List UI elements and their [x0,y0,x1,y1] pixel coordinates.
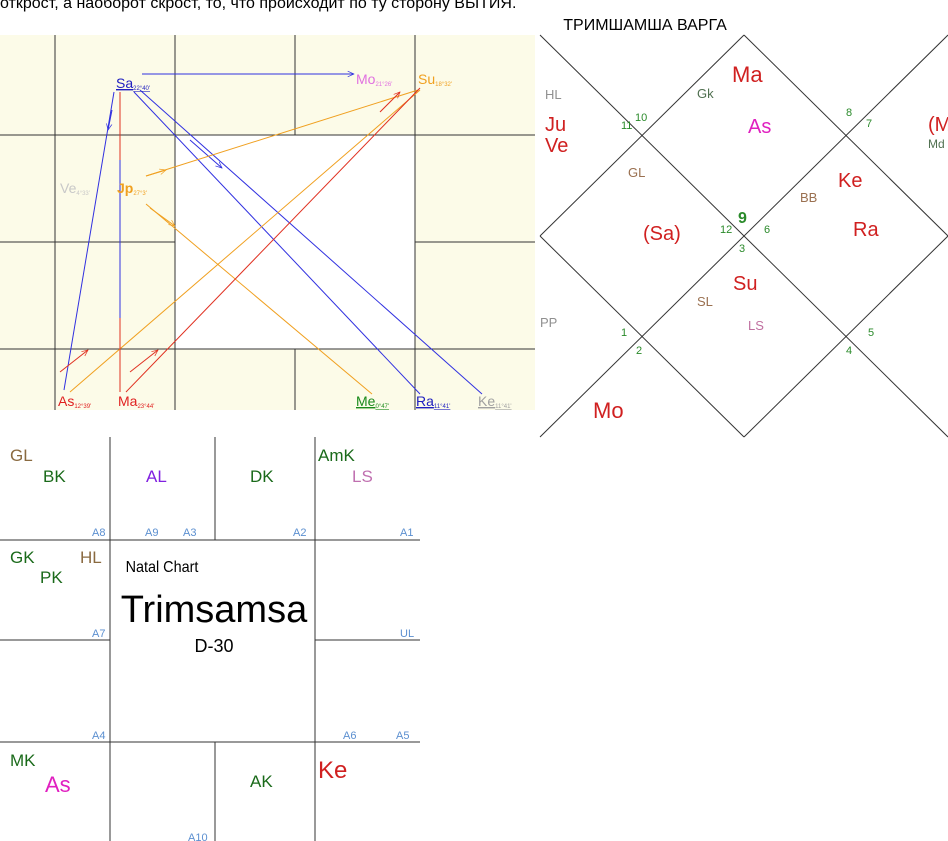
varga-label: Ra [853,219,879,241]
cell-label: A6 [343,730,356,742]
varga-label: Ve [545,135,568,157]
caption: Natal Chart [126,558,200,576]
planet: Sa22°40' [116,75,150,92]
cell-label: AK [250,772,273,791]
text: 11°41' [434,404,450,410]
text: Mo [356,71,376,87]
cell-label: As [45,772,71,797]
house-number: 11 [621,120,632,132]
natal-title: Trimsamsa [121,589,308,631]
text: Ke [478,393,495,409]
cell-label: GK [10,548,35,567]
varga-label: BB [800,190,817,205]
natal-chart: Natal Chart Trimsamsa D-30 GL BK AL DK A… [0,437,420,841]
text: Ra [416,393,434,409]
planet: Su18°32' [418,71,452,88]
cell-label: A5 [396,730,409,742]
text: Ve [60,180,77,196]
cell-label: UL [400,628,414,640]
cell-label: A3 [183,527,196,539]
varga-label: PP [540,315,557,330]
natal-subtitle: D-30 [194,636,233,656]
cell-label: A10 [188,832,208,841]
planet-chart: Sa22°40' Mo21°26' Su18°32' Ve4°33' Jp27°… [0,35,535,410]
cell-label: MK [10,751,36,770]
cell-label: LS [352,467,373,486]
text: Jp [117,180,133,196]
planet: Ve4°33' [60,180,90,197]
varga-label: (Sa) [643,223,681,245]
cell-label: A7 [92,628,105,640]
text: 4°33' [76,191,90,197]
cell-label: BK [43,467,66,486]
cell-label: AL [146,467,167,486]
planet: As12°39' [58,393,91,410]
house-number: 6 [764,224,770,236]
varga-label: LS [748,318,764,333]
house-number: 3 [739,243,745,255]
text: 23°44' [137,404,154,410]
text: Ma [118,393,138,409]
text: Sa [116,75,133,91]
house-number: 9 [738,210,747,227]
cell-label: HL [80,548,102,567]
varga-label: Ma [732,62,763,87]
text: As [58,393,74,409]
text: 22°40' [133,86,150,92]
text: Me [356,393,376,409]
house-number: 1 [621,327,627,339]
planet: Me0°47' [356,393,389,410]
text: 21°26' [375,82,392,88]
cell-label: A1 [400,527,413,539]
planet: Jp27°3' [117,180,147,197]
house-number: 10 [635,112,647,124]
varga-label: Md [928,137,945,151]
house-number: 5 [868,327,874,339]
varga-label: SL [697,294,713,309]
house-number: 2 [636,345,642,357]
cell-label: A2 [293,527,306,539]
cell-label: GL [10,446,33,465]
planet: Ma23°44' [118,393,154,410]
cell-label: A4 [92,730,105,742]
varga-label: (M [928,114,948,136]
text: 27°3' [133,191,147,197]
text: 18°32' [435,82,452,88]
house-number: 7 [866,118,872,130]
cell-label: A9 [145,527,158,539]
varga-label: Mo [593,398,624,423]
chart-title: ТРИМШАМША ВАРГА [563,17,727,34]
house-number: 4 [846,345,852,357]
cell-label: PK [40,568,63,587]
varga-chart: HL Ju Ve Gk Ma As GL Ke BB Ra (Sa) Su SL… [539,34,948,438]
varga-label: Ke [838,170,862,192]
text: 11°41' [495,404,511,410]
cell-label: AmK [318,446,356,465]
header-text: открост, а наоборот скрост, то, что прои… [0,0,516,12]
varga-label: Su [733,273,757,295]
cell-label: DK [250,467,274,486]
text: Su [418,71,435,87]
varga-label: As [748,116,771,138]
planet: Ra11°41' [416,393,450,410]
planet: Mo21°26' [356,71,392,88]
varga-label: Gk [697,86,714,101]
cell-label: Ke [318,757,347,784]
house-number: 8 [846,107,852,119]
house-number: 12 [720,224,732,236]
planet: Ke11°41' [478,393,512,410]
text: 12°39' [74,404,91,410]
text: 0°47' [375,404,389,410]
cell-label: A8 [92,527,105,539]
varga-label: HL [545,87,562,102]
varga-label: Ju [545,114,566,136]
varga-label: GL [628,165,645,180]
